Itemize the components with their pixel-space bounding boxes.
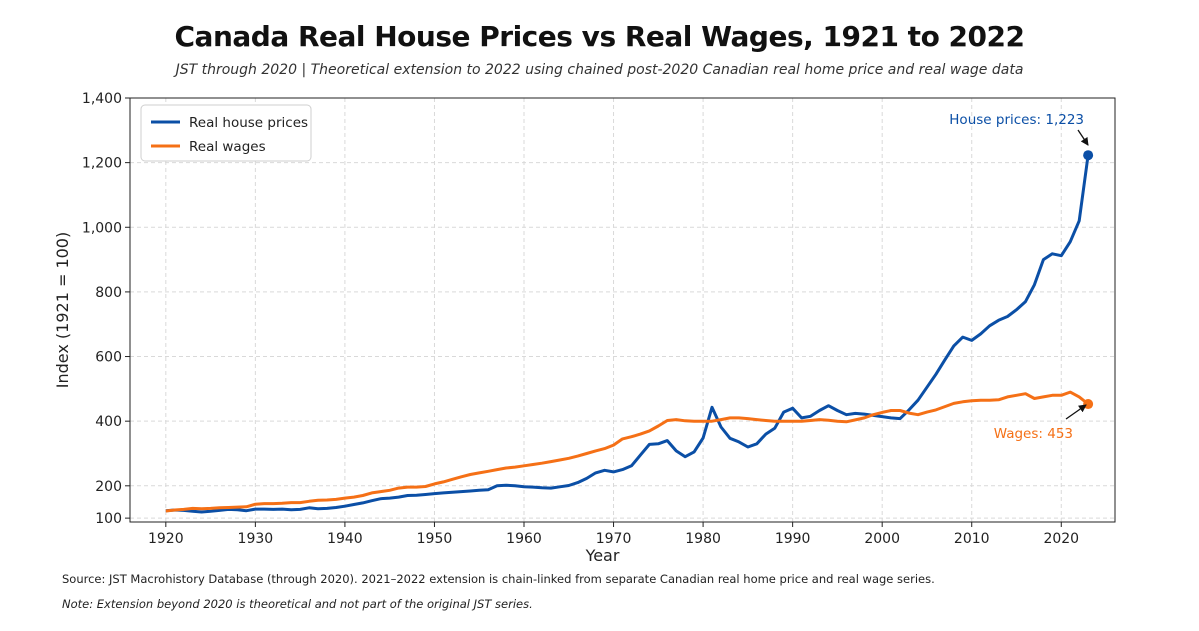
y-axis-title: Index (1921 = 100): [53, 232, 72, 388]
house-prices-end-point: [1083, 150, 1094, 161]
annotation-arrow: [1077, 129, 1089, 146]
legend-label: Real wages: [189, 139, 266, 155]
annotation-arrow: [1065, 404, 1087, 420]
x-tick-label: 1970: [596, 531, 632, 547]
y-tick-label: 100: [95, 511, 122, 527]
y-tick-label: 400: [95, 414, 122, 430]
x-tick-label: 1940: [327, 531, 363, 547]
x-tick-label: 2020: [1043, 531, 1079, 547]
plot-frame: [129, 97, 1116, 523]
source-note: Source: JST Macrohistory Database (throu…: [62, 572, 935, 586]
x-axis-title: Year: [585, 546, 620, 565]
x-tick-label: 1990: [775, 531, 811, 547]
wages-line: [165, 390, 1090, 513]
x-tick-label: 1930: [238, 531, 274, 547]
y-tick-label: 800: [95, 285, 122, 301]
x-tick-label: 1980: [685, 531, 721, 547]
axes: 1920 1930 1940 1950 1960 1970 1980 1990 2000 2010…: [53, 91, 1116, 565]
x-tick-label: 1920: [148, 531, 184, 547]
y-tick-label: 1,400: [82, 91, 122, 107]
x-tick-label: 2000: [864, 531, 900, 547]
y-tick-label: 1,200: [82, 156, 122, 172]
house-prices-line: [165, 154, 1090, 514]
x-tick-label: 1950: [417, 531, 453, 547]
house-prices-annotation: House prices: 1,223: [949, 112, 1084, 128]
disclaimer-note: Note: Extension beyond 2020 is theoretic…: [62, 597, 533, 611]
chart-subtitle: JST through 2020 | Theoretical extension…: [175, 62, 1024, 78]
chart-title: Canada Real House Prices vs Real Wages, …: [174, 20, 1025, 53]
legend-label: Real house prices: [189, 115, 308, 131]
grid-lines: [130, 97, 1115, 522]
series-lines: [165, 150, 1094, 514]
y-tick-label: 200: [95, 479, 122, 495]
legend-box: [140, 104, 312, 162]
y-tick-label: 600: [95, 350, 122, 366]
y-tick-label: 1,000: [82, 220, 122, 236]
wages-annotation: Wages: 453: [994, 426, 1073, 442]
wages-end-point: [1083, 399, 1094, 410]
annotations: House prices: 1,223 Wages: 453: [949, 112, 1089, 442]
x-tick-label: 2010: [954, 531, 990, 547]
x-tick-label: 1960: [506, 531, 542, 547]
legend: Real house prices Real wages: [140, 104, 312, 162]
